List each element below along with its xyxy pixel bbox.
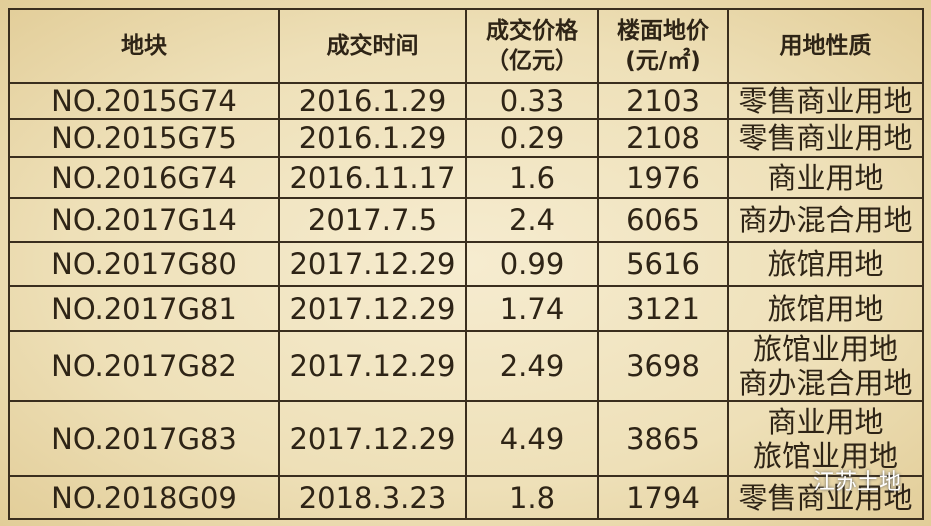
table-cell: 2017.12.29 [278,241,467,287]
header-cell: 楼面地价 (元/㎡) [597,8,729,84]
table-cell: 1.8 [465,475,599,520]
table-row: NO.2016G74 2016.11.17 1.6 1976 商业用地 [8,156,924,199]
table-cell: 5616 [597,241,729,287]
table-row: NO.2017G81 2017.12.29 1.74 3121 旅馆用地 [8,285,924,332]
header-cell: 用地性质 [727,8,924,84]
header-cell: 地块 [8,8,280,84]
table-cell: 2017.12.29 [278,285,467,332]
header-row: 地块 成交时间 成交价格 （亿元） 楼面地价 (元/㎡) 用地性质 [8,8,924,84]
table-cell: 2017.12.29 [278,330,467,402]
table-cell: 旅馆业用地 商办混合用地 [727,330,924,402]
table-cell: 2016.1.29 [278,82,467,120]
table-cell: 1.6 [465,156,599,199]
table-cell: NO.2016G74 [8,156,280,199]
cell-line: （亿元） [486,48,578,74]
table-row: NO.2015G74 2016.1.29 0.33 2103 零售商业用地 [8,82,924,120]
cell-line: 商业用地 [767,404,884,439]
table-cell: 3865 [597,400,729,477]
cell-line: 成交价格 [486,18,578,44]
watermark: 江苏土地 [812,470,901,495]
table-cell: 2108 [597,118,729,158]
table-row: NO.2015G75 2016.1.29 0.29 2108 零售商业用地 [8,118,924,158]
cell-line: 商办混合用地 [738,366,913,400]
table-cell: 商办混合用地 [727,197,924,243]
table-cell: 商业用地 [727,156,924,199]
table-cell: 2.4 [465,197,599,243]
table-row: NO.2017G80 2017.12.29 0.99 5616 旅馆用地 [8,241,924,287]
table-cell: NO.2017G14 [8,197,280,243]
table-cell: 1794 [597,475,729,520]
cell-line: 楼面地价 [617,18,709,44]
table-cell: 2016.1.29 [278,118,467,158]
table-cell: 零售商业用地 [727,82,924,120]
cell-line: 旅馆业用地 [752,332,898,366]
table-cell: 零售商业用地 [727,118,924,158]
table-cell: 零售商业用地 [727,475,924,520]
table-row: NO.2017G83 2017.12.29 4.49 3865 商业用地 旅馆业用地 [8,400,924,477]
table-cell: NO.2018G09 [8,475,280,520]
table-row: NO.2017G82 2017.12.29 2.49 3698 旅馆业用地 商办混合用地 [8,330,924,402]
table-cell: NO.2015G75 [8,118,280,158]
table-cell: NO.2017G83 [8,400,280,477]
land-table: 地块 成交时间 成交价格 （亿元） 楼面地价 (元/㎡) 用地性质 NO.2015G74 20… [8,8,924,520]
table-cell: 旅馆用地 [727,285,924,332]
table-cell: 2.49 [465,330,599,402]
header-cell: 成交价格 （亿元） [465,8,599,84]
table-cell: 4.49 [465,400,599,477]
table-cell: 3121 [597,285,729,332]
table-cell: 商业用地 旅馆业用地 [727,400,924,477]
table-cell: 旅馆用地 [727,241,924,287]
table-cell: 2017.7.5 [278,197,467,243]
table-cell: 6065 [597,197,729,243]
table-cell: 1976 [597,156,729,199]
table-cell: 2017.12.29 [278,400,467,477]
cell-line: 旅馆业用地 [752,438,898,473]
table-cell: 1.74 [465,285,599,332]
table-cell: 2018.3.23 [278,475,467,520]
table-cell: NO.2017G81 [8,285,280,332]
table-cell: NO.2017G80 [8,241,280,287]
table-cell: 2016.11.17 [278,156,467,199]
table-cell: NO.2015G74 [8,82,280,120]
table-cell: 0.99 [465,241,599,287]
table-cell: 2103 [597,82,729,120]
table-cell: 0.33 [465,82,599,120]
cell-line: (元/㎡) [625,48,701,74]
table-row: NO.2018G09 2018.3.23 1.8 1794 零售商业用地 [8,475,924,520]
table-row: NO.2017G14 2017.7.5 2.4 6065 商办混合用地 [8,197,924,243]
table-cell: NO.2017G82 [8,330,280,402]
header-cell: 成交时间 [278,8,467,84]
table-cell: 0.29 [465,118,599,158]
table-cell: 3698 [597,330,729,402]
